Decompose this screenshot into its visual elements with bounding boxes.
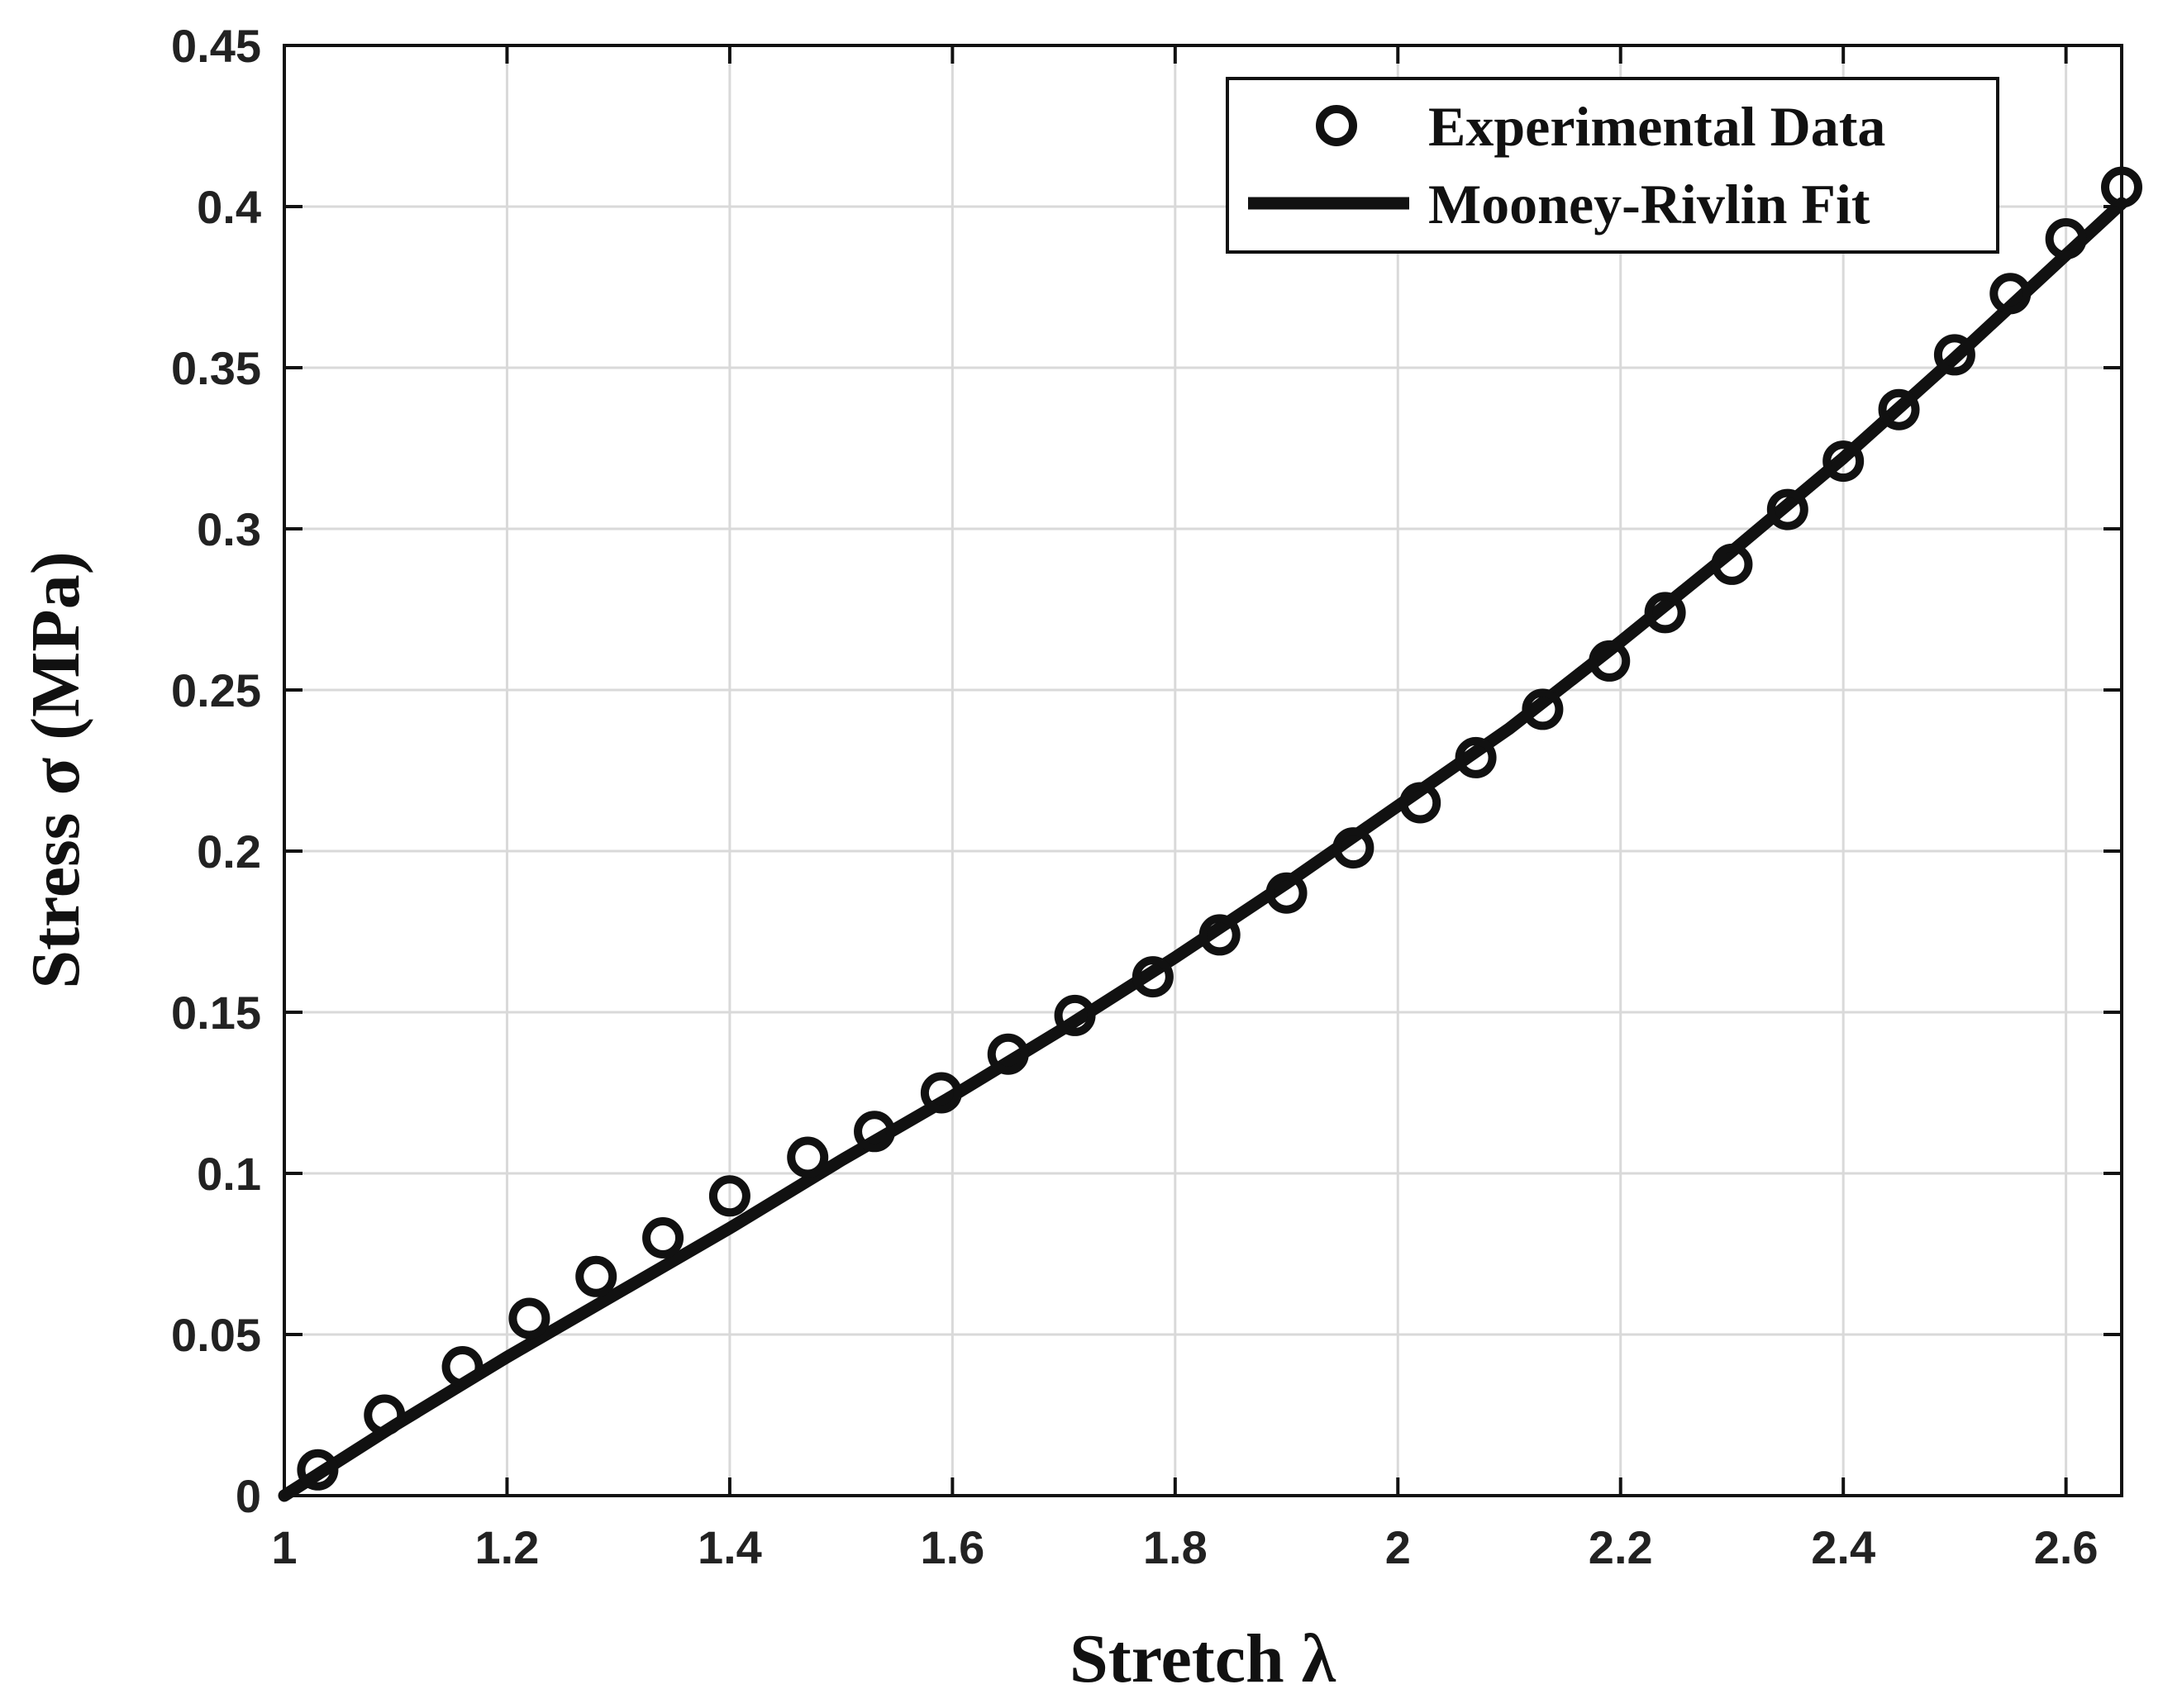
experimental-data-point xyxy=(1399,782,1441,824)
legend-box xyxy=(1226,77,1999,254)
plot-area xyxy=(284,45,2122,1496)
y-tick-labels: 0 0.05 0.1 0.15 0.2 0.25 0.3 0.35 0.4 0.45 xyxy=(171,20,261,1522)
experimental-data-point xyxy=(1589,640,1631,682)
experimental-data-point xyxy=(708,1175,750,1217)
y-tick-label: 0.1 xyxy=(197,1148,261,1200)
experimental-data-point xyxy=(1989,273,2032,315)
y-tick-label: 0.4 xyxy=(197,181,261,233)
experimental-data-point xyxy=(1933,334,1975,376)
x-tick-label: 1.2 xyxy=(475,1521,540,1573)
y-tick-label: 0 xyxy=(236,1470,261,1522)
y-tick-label: 0.25 xyxy=(171,664,261,716)
legend-label-experimental: Experimental Data xyxy=(1428,95,1885,158)
marker-layer xyxy=(297,166,2142,1491)
experimental-data-point xyxy=(1766,488,1808,530)
experimental-data-point xyxy=(1455,736,1497,778)
experimental-data-point xyxy=(364,1394,406,1436)
experimental-data-point xyxy=(1878,388,1920,431)
x-axis-label: Stretch λ xyxy=(1070,1620,1336,1697)
experimental-data-point xyxy=(642,1217,684,1258)
legend: Experimental Data Mooney-Rivlin Fit xyxy=(1226,77,1999,254)
y-tick-label: 0.2 xyxy=(197,825,261,878)
x-tick-label: 1.6 xyxy=(920,1521,984,1573)
experimental-data-point xyxy=(1644,592,1686,634)
experimental-data-point xyxy=(441,1346,484,1387)
y-tick-label: 0.35 xyxy=(171,342,261,394)
legend-label-fit: Mooney-Rivlin Fit xyxy=(1428,173,1870,236)
y-tick-label: 0.05 xyxy=(171,1309,261,1361)
y-axis-label: Stress σ (MPa) xyxy=(17,551,94,988)
plot-frame xyxy=(283,44,2123,1497)
experimental-data-point xyxy=(1132,956,1174,998)
x-tick-label: 2.6 xyxy=(2034,1521,2099,1573)
experimental-data-point xyxy=(1711,543,1753,585)
experimental-data-point xyxy=(1522,688,1564,730)
experimental-data-point xyxy=(1332,827,1375,869)
y-tick-label: 0.3 xyxy=(197,503,261,555)
legend-marker-experimental xyxy=(1316,105,1357,146)
experimental-data-point xyxy=(987,1033,1029,1075)
experimental-data-point xyxy=(508,1297,550,1339)
x-tick-label: 1 xyxy=(271,1521,297,1573)
experimental-data-point xyxy=(920,1072,962,1114)
y-tick-label: 0.45 xyxy=(171,20,261,72)
experimental-data-point xyxy=(1822,440,1865,483)
grid-lines xyxy=(283,44,2122,1497)
experimental-data-point xyxy=(1054,994,1096,1036)
experimental-data-point xyxy=(2101,166,2142,208)
x-tick-labels: 1 1.2 1.4 1.6 1.8 2 2.2 2.4 2.6 xyxy=(271,1521,2098,1573)
experimental-data-point xyxy=(1198,914,1241,956)
x-tick-label: 1.4 xyxy=(698,1521,762,1573)
experimental-data-point xyxy=(854,1111,896,1153)
experimental-data-point xyxy=(787,1136,829,1178)
x-tick-label: 1.8 xyxy=(1143,1521,1208,1573)
experimental-data-point xyxy=(575,1255,617,1297)
experimental-data-point xyxy=(297,1449,339,1491)
y-tick-label: 0.15 xyxy=(171,987,261,1039)
x-tick-label: 2 xyxy=(1385,1521,1411,1573)
x-tick-label: 2.4 xyxy=(1811,1521,1875,1573)
x-tick-label: 2.2 xyxy=(1589,1521,1653,1573)
experimental-data-point xyxy=(2045,218,2087,259)
experimental-data-point xyxy=(1265,872,1308,914)
